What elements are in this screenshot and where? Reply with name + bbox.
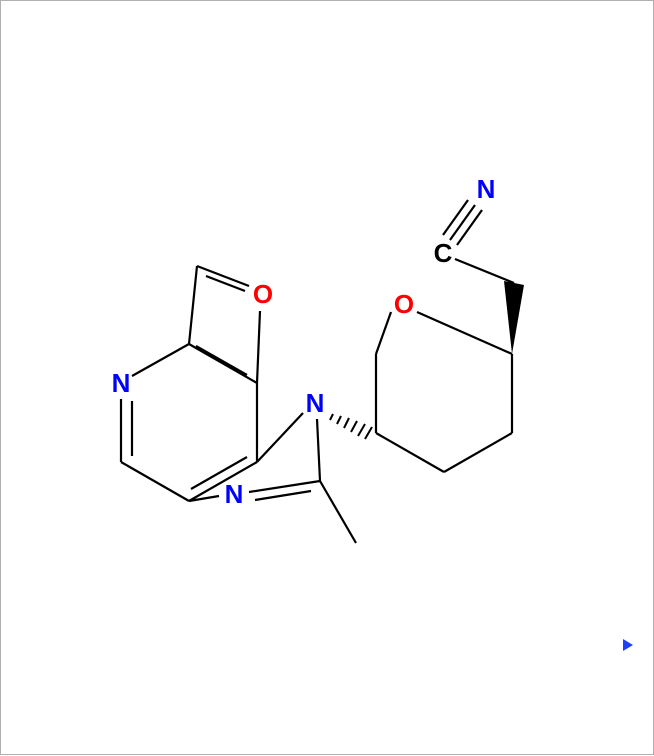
atom-o-pyran: O: [394, 291, 414, 317]
atom-o-furan: O: [253, 281, 273, 307]
play-icon[interactable]: [623, 639, 633, 651]
atom-n-nitrile: N: [477, 176, 496, 202]
atom-n-pyridine: N: [112, 370, 131, 396]
structure-canvas: N N N N O O C: [0, 0, 654, 755]
atom-n-subst: N: [306, 390, 325, 416]
bond-layer: [1, 1, 654, 756]
atom-c-nitrile: C: [434, 240, 453, 266]
atom-n-imidazole: N: [225, 481, 244, 507]
